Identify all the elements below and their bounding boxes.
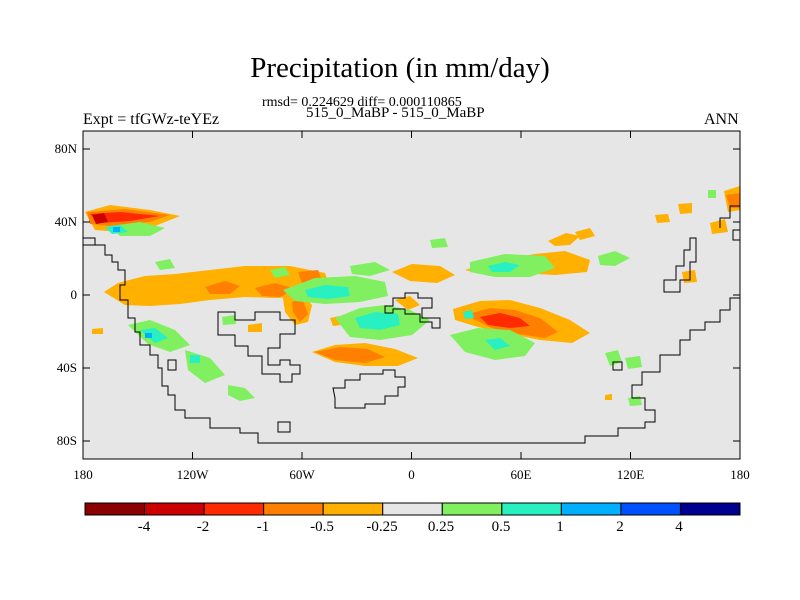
lat-label: 40N bbox=[54, 214, 77, 229]
season-label: ANN bbox=[704, 111, 739, 128]
colorbar-box bbox=[501, 502, 562, 516]
negative-strong-patches bbox=[90, 212, 530, 328]
colorbar-box bbox=[382, 502, 443, 516]
lat-label: 0 bbox=[70, 287, 78, 302]
lon-label: 120W bbox=[176, 467, 209, 482]
lon-label: 180 bbox=[730, 467, 750, 482]
colorbar-box bbox=[679, 502, 741, 516]
negative-extreme-patches bbox=[92, 213, 108, 224]
colorbar-label: -1 bbox=[256, 519, 270, 535]
colorbar-box bbox=[84, 502, 146, 516]
case-subtitle: 515_0_MaBP - 515_0_MaBP bbox=[306, 105, 485, 121]
colorbar-box bbox=[441, 502, 503, 516]
lon-label: 120E bbox=[616, 467, 645, 482]
colorbar bbox=[84, 502, 741, 516]
colorbar-label: 0.25 bbox=[427, 519, 455, 535]
colorbar-label: -0.5 bbox=[310, 519, 334, 535]
colorbar-box bbox=[560, 502, 622, 516]
positive-strong-patches bbox=[113, 227, 152, 338]
colorbar-box bbox=[620, 502, 681, 516]
positive-medium-patches bbox=[105, 225, 520, 363]
lat-label: 80S bbox=[56, 433, 77, 448]
colorbar-label: -0.25 bbox=[366, 519, 398, 535]
experiment-label: Expt = tfGWz-teYEz bbox=[83, 111, 220, 128]
lon-label: 0 bbox=[408, 467, 415, 482]
colorbar-box bbox=[263, 502, 324, 516]
map-title: Precipitation (in mm/day) bbox=[250, 52, 550, 84]
colorbar-box bbox=[322, 502, 384, 516]
continent-outlines bbox=[83, 205, 740, 444]
colorbar-box bbox=[203, 502, 265, 516]
colorbar-label: -4 bbox=[137, 519, 151, 535]
rmsd-stats: rmsd= 0.224629 diff= 0.000110865 bbox=[262, 95, 462, 110]
colorbar-box bbox=[144, 502, 205, 516]
colorbar-label: 1 bbox=[556, 519, 564, 535]
lon-label: 180 bbox=[73, 467, 93, 482]
lat-label: 40S bbox=[56, 360, 77, 375]
lon-label: 60W bbox=[289, 467, 315, 482]
axis-ticks bbox=[83, 131, 740, 459]
colorbar-label: 2 bbox=[616, 519, 624, 535]
colorbar-label: -2 bbox=[196, 519, 210, 535]
colorbar-label: 0.5 bbox=[491, 519, 511, 535]
lon-label: 60E bbox=[510, 467, 532, 482]
colorbar-label: 4 bbox=[675, 519, 683, 535]
lat-label: 80N bbox=[54, 141, 77, 156]
